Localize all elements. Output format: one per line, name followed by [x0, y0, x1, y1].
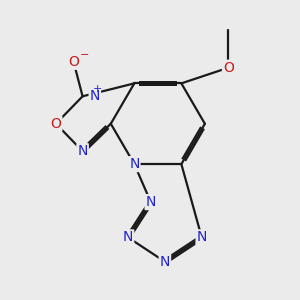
Text: O: O	[50, 117, 62, 131]
Text: O: O	[223, 61, 234, 75]
Text: N: N	[146, 195, 156, 209]
Text: +: +	[93, 84, 102, 94]
Text: N: N	[160, 255, 170, 269]
Text: N: N	[123, 230, 133, 244]
Text: N: N	[196, 230, 207, 244]
Text: N: N	[77, 144, 88, 158]
Text: N: N	[90, 89, 100, 103]
Text: O: O	[68, 55, 79, 69]
Text: N: N	[129, 157, 140, 171]
Text: −: −	[80, 50, 89, 60]
